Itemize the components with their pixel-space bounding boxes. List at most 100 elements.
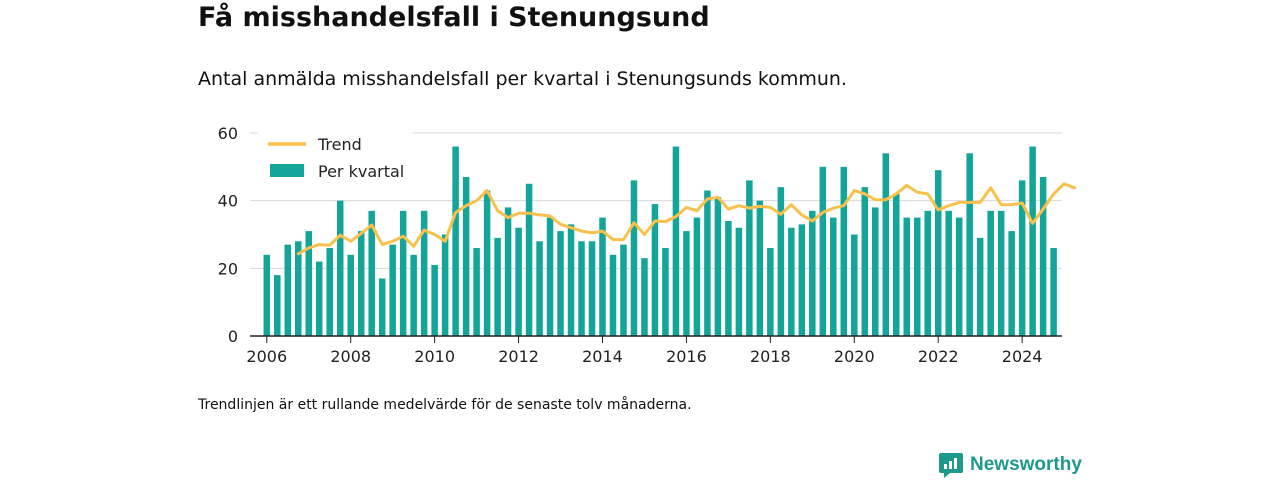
legend: Trend Per kvartal	[258, 129, 413, 187]
bar[interactable]	[840, 166, 848, 336]
bar[interactable]	[504, 207, 512, 336]
bar[interactable]	[735, 227, 743, 336]
bar[interactable]	[1050, 248, 1057, 336]
bar[interactable]	[567, 224, 575, 336]
chart-title: Få misshandelsfall i Stenungsund	[198, 2, 710, 33]
bar[interactable]	[767, 248, 774, 336]
bar[interactable]	[683, 231, 690, 336]
bar[interactable]	[431, 264, 438, 336]
y-axis-labels: 0 20 40 60	[218, 124, 238, 346]
bar[interactable]	[913, 217, 921, 336]
bar[interactable]	[714, 197, 722, 336]
bar[interactable]	[274, 275, 281, 336]
x-tick-label: 2018	[750, 347, 791, 366]
bar[interactable]	[955, 217, 963, 336]
bar[interactable]	[557, 231, 564, 336]
chart-subtitle: Antal anmälda misshandelsfall per kvarta…	[198, 68, 847, 90]
bar[interactable]	[861, 187, 869, 336]
y-tick-label: 40	[218, 192, 238, 211]
bar[interactable]	[609, 254, 617, 336]
bar[interactable]	[305, 231, 313, 336]
legend-trend-label: Trend	[317, 135, 362, 154]
bar[interactable]	[399, 210, 407, 336]
bar[interactable]	[515, 227, 522, 336]
bar[interactable]	[588, 241, 596, 336]
x-tick-label: 2022	[918, 347, 959, 366]
bar[interactable]	[662, 248, 669, 336]
bar[interactable]	[924, 210, 931, 336]
x-tick-label: 2012	[498, 347, 539, 366]
bar[interactable]	[1039, 176, 1047, 336]
bar[interactable]	[976, 237, 984, 336]
bar[interactable]	[357, 231, 365, 336]
bar[interactable]	[798, 224, 806, 336]
bar[interactable]	[788, 227, 795, 336]
bar[interactable]	[378, 278, 386, 336]
bar[interactable]	[1029, 146, 1036, 336]
bar[interactable]	[336, 200, 344, 336]
bar[interactable]	[483, 190, 491, 336]
bar[interactable]	[777, 187, 785, 336]
bar[interactable]	[599, 217, 606, 336]
bar[interactable]	[326, 248, 333, 336]
bar[interactable]	[809, 210, 816, 336]
bar[interactable]	[420, 210, 428, 336]
bar[interactable]	[1018, 180, 1026, 336]
chart-note: Trendlinjen är ett rullande medelvärde f…	[198, 397, 692, 413]
bar[interactable]	[892, 193, 900, 336]
brand-name: Newsworthy	[970, 454, 1082, 475]
brand-logo[interactable]: Newsworthy	[938, 449, 1082, 481]
bar[interactable]	[934, 170, 942, 336]
bar[interactable]	[693, 217, 701, 336]
y-tick-label: 60	[218, 124, 238, 143]
bar[interactable]	[462, 176, 470, 336]
bar[interactable]	[725, 220, 732, 336]
x-tick-label: 2010	[414, 347, 455, 366]
bar[interactable]	[263, 254, 271, 336]
bar[interactable]	[746, 180, 753, 336]
bar[interactable]	[641, 258, 648, 336]
bar[interactable]	[1008, 231, 1015, 336]
bar[interactable]	[284, 244, 292, 336]
bar[interactable]	[997, 210, 1005, 336]
bar-chart: 0 20 40 60 2006 2008 2010 2012 2014 2016 2018 2020…	[218, 124, 1077, 366]
x-axis-labels: 2006 2008 2010 2012 2014 2016 2018 2020 2022 2024	[246, 336, 1042, 366]
bar[interactable]	[578, 241, 585, 336]
bar[interactable]	[315, 261, 323, 336]
x-tick-label: 2014	[582, 347, 623, 366]
legend-background	[258, 129, 413, 187]
legend-bar-label: Per kvartal	[318, 162, 404, 181]
bar[interactable]	[704, 190, 711, 336]
bar[interactable]	[473, 248, 480, 336]
x-tick-label: 2008	[330, 347, 371, 366]
x-tick-label: 2024	[1002, 347, 1043, 366]
bar[interactable]	[872, 207, 879, 336]
bar[interactable]	[410, 254, 417, 336]
bar[interactable]	[347, 254, 354, 336]
bar[interactable]	[651, 204, 659, 336]
bar[interactable]	[851, 234, 858, 337]
bar[interactable]	[546, 217, 554, 336]
bar[interactable]	[525, 183, 533, 336]
bar[interactable]	[966, 153, 973, 336]
y-tick-label: 0	[228, 327, 238, 346]
bar[interactable]	[819, 166, 827, 336]
bar[interactable]	[452, 146, 459, 336]
trend-line[interactable]	[296, 182, 1077, 256]
bar[interactable]	[882, 153, 890, 336]
bar[interactable]	[441, 234, 449, 337]
bar[interactable]	[945, 210, 952, 336]
bar[interactable]	[494, 237, 501, 336]
bar[interactable]	[756, 200, 764, 336]
bar[interactable]	[903, 217, 910, 336]
bar[interactable]	[536, 241, 543, 336]
bar[interactable]	[672, 146, 680, 336]
bar[interactable]	[295, 241, 302, 336]
y-tick-label: 20	[218, 259, 238, 278]
bar[interactable]	[620, 244, 627, 336]
bar[interactable]	[830, 217, 837, 336]
bar[interactable]	[630, 180, 638, 336]
bar[interactable]	[987, 210, 994, 336]
bar[interactable]	[389, 244, 396, 336]
bar[interactable]	[368, 210, 375, 336]
